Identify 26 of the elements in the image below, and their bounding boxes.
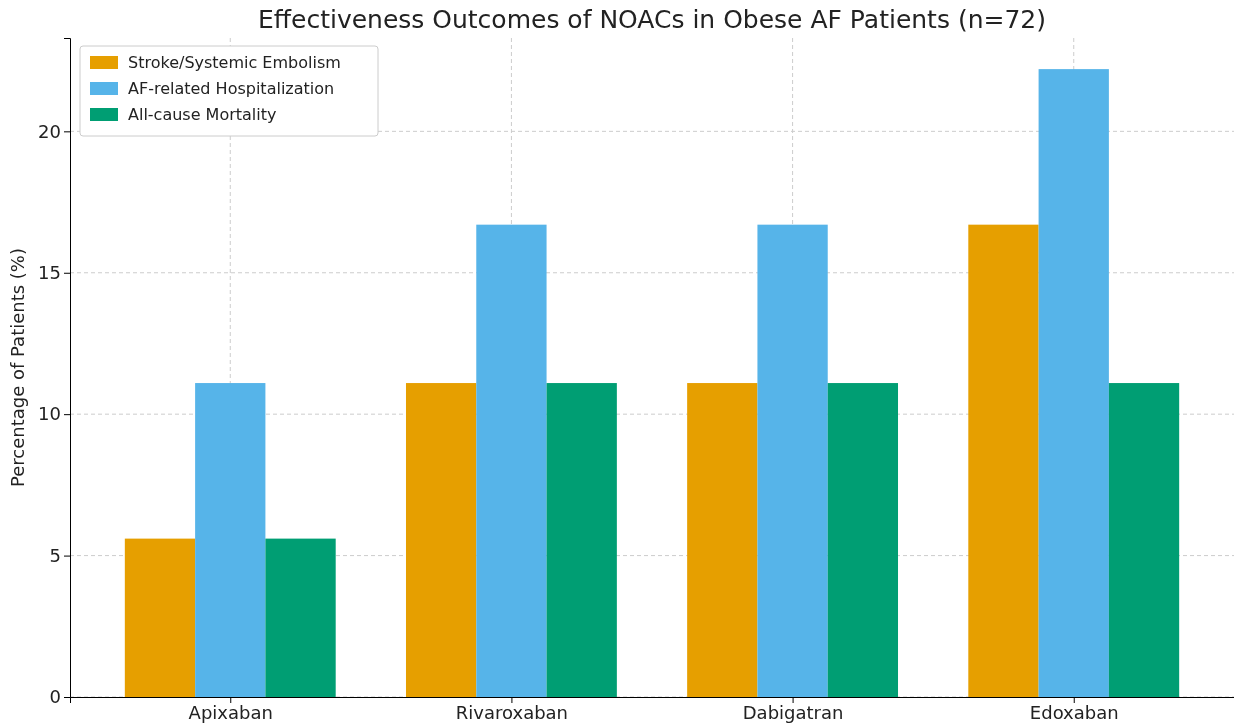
- y-tick-label: 5: [49, 544, 61, 566]
- bar: [265, 538, 336, 697]
- x-tick-label: Apixaban: [188, 701, 273, 723]
- x-tick-label: Rivaroxaban: [455, 701, 569, 723]
- bar: [757, 224, 828, 697]
- x-tick-label: Edoxaban: [1029, 701, 1119, 723]
- bar: [1108, 383, 1180, 697]
- y-axis-title: Percentage of Patients (%): [7, 248, 28, 487]
- y-tick-label: 0: [49, 686, 61, 708]
- bar: [195, 383, 266, 697]
- legend-label: AF-related Hospitalization: [128, 79, 335, 98]
- x-tick-label: Dabigatran: [742, 701, 844, 723]
- y-tick-label: 15: [38, 262, 61, 284]
- y-tick-label: 10: [38, 403, 61, 425]
- bar: [546, 383, 617, 697]
- bar: [405, 383, 477, 697]
- chart-title: Effectiveness Outcomes of NOACs in Obese AF Patients (n=72): [257, 5, 1047, 34]
- bar: [476, 224, 547, 697]
- bar: [968, 224, 1039, 697]
- legend-label: All-cause Mortality: [128, 105, 277, 124]
- bar: [687, 383, 758, 697]
- legend-label: Stroke/Systemic Embolism: [128, 53, 341, 72]
- bar: [124, 538, 196, 697]
- y-tick-label: 20: [38, 120, 61, 142]
- bar: [827, 383, 899, 697]
- bar: [1038, 69, 1109, 697]
